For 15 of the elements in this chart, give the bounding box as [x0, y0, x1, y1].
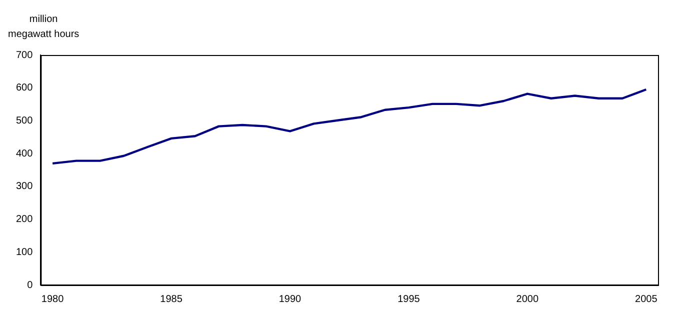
x-tick-label: 1995	[398, 294, 420, 305]
y-tick-label: 0	[27, 280, 34, 291]
x-tick-label: 1985	[160, 294, 183, 305]
x-tick-label: 2000	[516, 294, 539, 305]
x-tick-label: 1990	[278, 294, 302, 305]
y-tick-label: 100	[16, 246, 34, 258]
y-tick-label: 200	[16, 214, 34, 226]
x-tick-label: 1980	[41, 294, 64, 305]
y-tick-label: 400	[16, 148, 34, 160]
y-tick-label: 700	[16, 50, 34, 61]
y-tick-label: 600	[16, 82, 34, 94]
y-axis-title: million megawatt hours	[8, 13, 80, 42]
y-tick-label: 300	[16, 181, 34, 192]
y-tick-label: 500	[16, 115, 34, 126]
x-tick-label: 2005	[635, 294, 658, 305]
